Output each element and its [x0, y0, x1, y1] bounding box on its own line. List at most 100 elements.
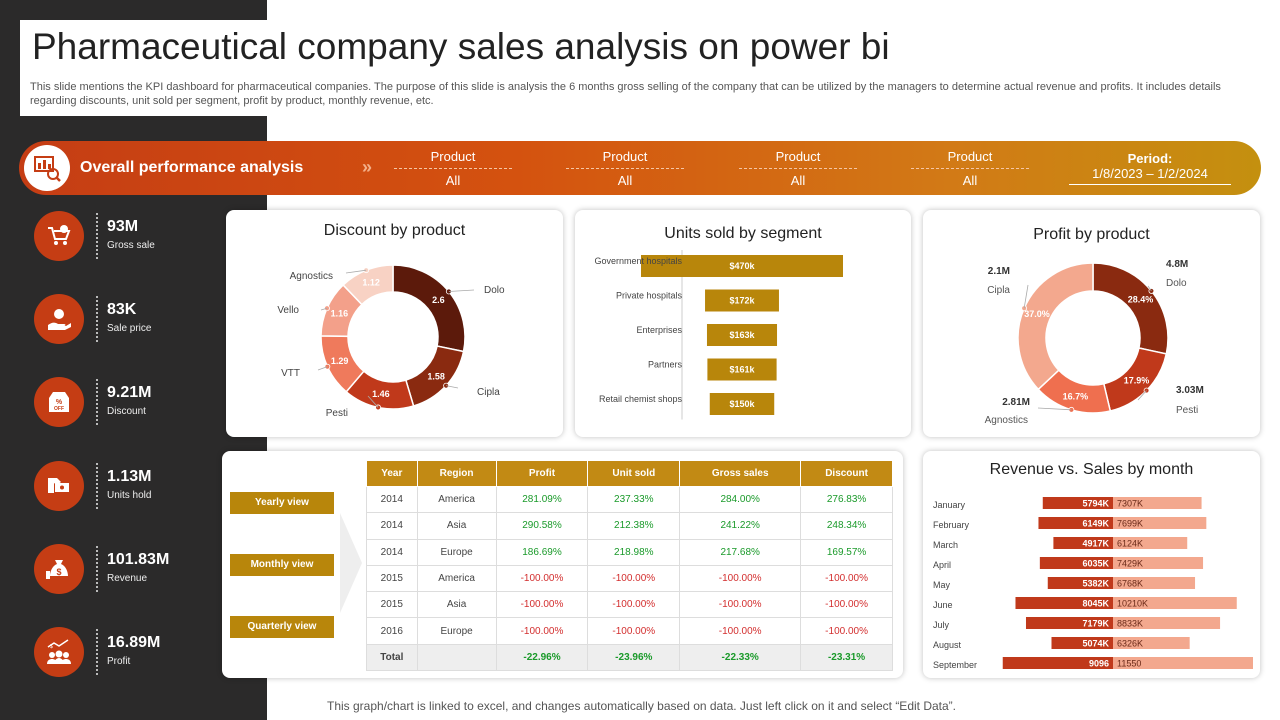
- table-row: 2016 Europe -100.00% -100.00% -100.00% -100.0…: [366, 617, 893, 645]
- revenue-label: 5074K: [1082, 639, 1109, 649]
- bar-value-label: $470k: [729, 261, 755, 271]
- kpi-value: 93M: [107, 218, 139, 235]
- leader-line: [1037, 407, 1072, 411]
- slice-category-label: Pesti: [326, 408, 348, 419]
- monthly-view-button[interactable]: Monthly view: [230, 554, 334, 576]
- donut-slice: [1092, 262, 1169, 355]
- kpi-label: Units hold: [107, 490, 152, 501]
- bar-revenue: [1039, 557, 1113, 569]
- cell: 2015: [366, 564, 418, 593]
- slice-value-label: 2.81M: [1002, 397, 1030, 408]
- bar: [641, 255, 843, 277]
- cell: 186.69%: [495, 538, 589, 566]
- kpi-value: 1.13M: [107, 468, 152, 485]
- kpi-sale-price: 83K Sale price: [34, 294, 234, 344]
- cell: 2016: [366, 617, 418, 645]
- month-label: April: [933, 560, 951, 570]
- product-filter-1[interactable]: Product All: [394, 149, 512, 188]
- donut-slice: [392, 264, 466, 353]
- col-year: Year: [366, 460, 418, 487]
- leader-dot: [324, 363, 331, 370]
- cell: -100.00%: [587, 617, 681, 645]
- leader-line: [1137, 390, 1147, 401]
- month-label: February: [933, 520, 970, 530]
- kpi-label: Sale price: [107, 323, 152, 334]
- kpi-units-hold: 1.13M Units hold: [34, 461, 234, 511]
- col-profit: Profit: [495, 460, 589, 487]
- sales-label: 10210K: [1117, 599, 1148, 609]
- filter-value: All: [962, 173, 978, 188]
- yearly-view-button[interactable]: Yearly view: [230, 492, 334, 514]
- revenue-label: 9096: [1089, 659, 1109, 669]
- slice-percent-label: 16.7%: [1063, 391, 1089, 401]
- leader-line: [317, 366, 328, 371]
- leader-dot: [324, 305, 330, 312]
- hand-cash-icon: [34, 461, 84, 511]
- kpi-divider: [96, 546, 98, 592]
- table-row: 2014 Europe 186.69% 218.98% 217.68% 169.57%: [366, 538, 893, 566]
- discount-by-product-card: Discount by product 2.6 Dolo 1.58 Cipla 1.46…: [226, 210, 563, 437]
- kpi-revenue: $ 101.83M Revenue: [34, 544, 234, 594]
- svg-text:%: %: [56, 399, 63, 406]
- cell: 217.68%: [679, 538, 802, 566]
- bar: [707, 358, 777, 381]
- bar-revenue: [1042, 497, 1113, 509]
- money-bag-icon: $: [34, 544, 84, 594]
- bar-value-label: $161k: [729, 365, 755, 375]
- cell: 284.00%: [679, 485, 802, 514]
- cell: -22.33%: [679, 643, 802, 672]
- cell: 290.58%: [495, 512, 589, 540]
- cell: America: [416, 564, 497, 593]
- product-filter-3[interactable]: Product All: [739, 149, 857, 188]
- view-chevron-shape: [340, 513, 362, 613]
- kpi-divider: [96, 629, 98, 675]
- period-filter[interactable]: Period: 1/8/2023 – 1/2/2024: [1069, 151, 1231, 185]
- slice-category-label: Pesti: [1176, 405, 1198, 416]
- cell: -100.00%: [800, 617, 893, 645]
- col-discount: Discount: [800, 460, 893, 487]
- bar-revenue: [1015, 597, 1113, 609]
- banner-title: Overall performance analysis: [80, 159, 304, 176]
- slice-category-label: Cipla: [477, 387, 500, 398]
- bar-sales: [1113, 557, 1204, 569]
- cell: 169.57%: [800, 538, 893, 566]
- quarterly-view-button[interactable]: Quarterly view: [230, 616, 334, 638]
- cell: -100.00%: [679, 564, 802, 593]
- donut-slice: [1017, 262, 1094, 391]
- leader-line: [445, 385, 459, 389]
- period-label: Period:: [1127, 151, 1173, 166]
- units-sold-card: Units sold by segment $470k Government ho…: [575, 210, 911, 437]
- team-growth-icon: $: [34, 627, 84, 677]
- chart-title: Profit by product: [1033, 226, 1150, 243]
- leader-line: [1147, 285, 1152, 292]
- slice-value-label: 1.58: [427, 372, 445, 382]
- slice-category-label: Dolo: [484, 285, 505, 296]
- bar-value-label: $163k: [729, 330, 755, 340]
- bar-sales: [1113, 537, 1188, 549]
- sales-label: 6768K: [1117, 579, 1143, 589]
- cell: 212.38%: [587, 512, 681, 540]
- chart-title: Units sold by segment: [664, 225, 822, 242]
- product-filter-2[interactable]: Product All: [566, 149, 684, 188]
- kpi-value: 83K: [107, 301, 137, 318]
- month-label: January: [933, 500, 966, 510]
- kpi-divider: [96, 379, 98, 425]
- filter-label: Product: [911, 149, 1029, 169]
- slice-percent-label: 37.0%: [1024, 309, 1050, 319]
- cell: -100.00%: [587, 591, 681, 619]
- page-description: This slide mentions the KPI dashboard fo…: [30, 81, 1221, 107]
- product-filter-4[interactable]: Product All: [911, 149, 1029, 188]
- cell: -100.00%: [495, 591, 589, 619]
- month-label: March: [933, 540, 958, 550]
- profit-donut-chart: 28.4% 4.8M Dolo 17.9% 3.03M Pesti 16.7% 2.81M Ag…: [985, 259, 1204, 426]
- kpi-value: 9.21M: [107, 384, 152, 401]
- discount-tag-icon: % OFF: [34, 377, 84, 427]
- svg-text:$: $: [56, 567, 61, 577]
- slice-category-label: Agnostics: [985, 415, 1028, 426]
- leader-dot: [443, 382, 449, 389]
- cell: -23.31%: [800, 643, 893, 672]
- col-gross-sales: Gross sales: [679, 460, 802, 487]
- cell: -100.00%: [587, 564, 681, 593]
- slice-category-label: Agnostics: [290, 271, 333, 282]
- revenue-label: 4917K: [1082, 539, 1109, 549]
